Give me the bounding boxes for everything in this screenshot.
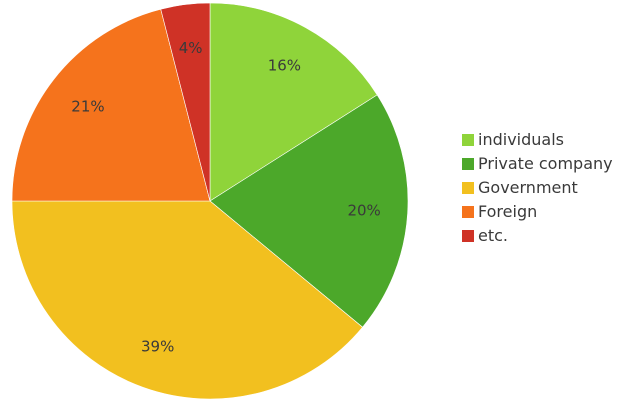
- legend-label-individuals: individuals: [478, 130, 564, 149]
- legend-swatch-private-company: [462, 158, 474, 170]
- pie-slice-government: [11, 200, 363, 400]
- slice-label-private-company: 20%: [347, 202, 380, 220]
- legend-label-private-company: Private company: [478, 154, 613, 173]
- slice-label-foreign: 21%: [71, 97, 104, 115]
- legend-swatch-foreign: [462, 206, 474, 218]
- pie-slices: [11, 2, 409, 400]
- legend-label-etc: etc.: [478, 226, 508, 245]
- legend: individuals Private company Government Fore…: [462, 130, 613, 245]
- legend-swatch-individuals: [462, 134, 474, 146]
- slice-label-government: 39%: [141, 337, 174, 355]
- pie-slice-labels: 16% 20% 39% 21% 4%: [71, 39, 381, 356]
- pie-slice-private-company: [209, 94, 409, 328]
- legend-label-foreign: Foreign: [478, 202, 537, 221]
- legend-swatch-etc: [462, 230, 474, 242]
- slice-label-etc: 4%: [179, 39, 203, 57]
- pie-slice-etc: [160, 2, 211, 202]
- legend-label-government: Government: [478, 178, 578, 197]
- legend-swatch-government: [462, 182, 474, 194]
- pie-slice-individuals: [209, 2, 378, 202]
- slice-label-individuals: 16%: [268, 57, 301, 75]
- pie-slice-foreign: [11, 8, 211, 202]
